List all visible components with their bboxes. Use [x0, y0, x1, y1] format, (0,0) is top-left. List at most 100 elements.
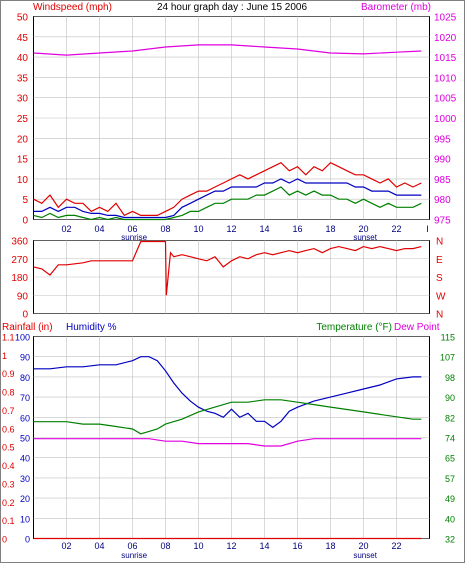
- humidity-x-tick-label: 20: [358, 541, 368, 551]
- wind-x-tick-label: 06: [127, 224, 137, 234]
- humidity-gridlines: [33, 336, 430, 539]
- direction-tick-label: 180: [11, 273, 28, 284]
- rainfall-tick-label: 0.1: [2, 516, 15, 526]
- wind-left-ticks: 0 5 10 15 20 25 30 35 40 45 50: [17, 13, 29, 227]
- rainfall-tick-label: 1.1: [2, 333, 15, 343]
- dewpoint-axis-title: Dew Point: [394, 322, 440, 333]
- rainfall-tick-label: 0.8: [2, 388, 15, 398]
- barometer-tick-label: 980: [434, 195, 451, 206]
- temperature-tick-label: 32: [445, 535, 455, 545]
- temperature-tick-label: 74: [445, 434, 455, 444]
- wind-tick-label: 30: [17, 94, 29, 105]
- humidity-tick-label: 100: [15, 333, 30, 343]
- humidity-tick-label: 10: [20, 514, 30, 524]
- wind-x-tick-label: 16: [292, 224, 302, 234]
- wind-x-tick-label: 22: [391, 224, 401, 234]
- humidity-x-tick-label: 12: [226, 541, 236, 551]
- humidity-x-ticks: 02 04 06 08 10 12 14 16 18 20 22 sunrise sunset: [61, 541, 401, 560]
- wind-x-tick-label: 20: [358, 224, 368, 234]
- temperature-tick-label: 115: [441, 333, 455, 343]
- humidity-temperature-series: [33, 356, 422, 540]
- wind-tick-label: 25: [17, 114, 29, 125]
- humidity-tick-label: 40: [20, 454, 30, 464]
- direction-line: [33, 240, 422, 296]
- wind-tick-label: 15: [17, 155, 29, 166]
- temperature-tick-label: 82: [445, 413, 455, 423]
- wind-x-tick-label: 18: [325, 224, 335, 234]
- wind-tick-label: 35: [17, 73, 29, 84]
- compass-tick-label: S: [436, 273, 443, 284]
- sunrise-label: sunrise: [121, 233, 147, 242]
- rainfall-tick-label: 1: [2, 351, 7, 361]
- humidity-tick-label: 80: [20, 373, 30, 383]
- temperature-axis-title: Temperature (°F): [316, 322, 392, 333]
- rainfall-tick-label: 0.5: [2, 443, 15, 453]
- wind-x-tick-label: 14: [259, 224, 269, 234]
- sunset-label: sunset: [353, 233, 377, 242]
- direction-tick-label: 270: [11, 255, 28, 266]
- wind-tick-label: 50: [17, 13, 29, 24]
- humidity-tick-label: 30: [20, 474, 30, 484]
- compass-tick-label: E: [436, 255, 443, 266]
- windspeed-axis-title: Windspeed (mph): [33, 2, 112, 13]
- barometer-tick-label: 1005: [434, 94, 457, 105]
- humidity-x-tick-label: 08: [160, 541, 170, 551]
- wind-x-end-label: I: [426, 224, 429, 234]
- humidity-tick-label: 20: [20, 494, 30, 504]
- rainfall-tick-label: 0.9: [2, 369, 15, 379]
- direction-series: [33, 240, 422, 296]
- humidity-x-tick-label: 04: [94, 541, 104, 551]
- barometer-tick-label: 975: [434, 216, 451, 227]
- barometer-tick-label: 1015: [434, 53, 457, 64]
- wind-x-tick-label: 08: [160, 224, 170, 234]
- humidity-x-tick-label: 14: [259, 541, 269, 551]
- temperature-tick-label: 98: [445, 373, 455, 383]
- rainfall-tick-label: 0.2: [2, 498, 15, 508]
- humidity-x-tick-label: 18: [325, 541, 335, 551]
- barometer-tick-label: 995: [434, 134, 451, 145]
- wind-tick-label: 20: [17, 134, 29, 145]
- temperature-tick-label: 65: [445, 454, 455, 464]
- barometer-tick-label: 1020: [434, 33, 457, 44]
- rainfall-tick-label: 0.7: [2, 406, 15, 416]
- compass-tick-label: N: [436, 237, 443, 248]
- humidity-x-tick-label: 06: [127, 541, 137, 551]
- barometer-tick-label: 990: [434, 155, 451, 166]
- humidity-tick-label: 60: [20, 413, 30, 423]
- wind-x-ticks: 02 04 06 08 10 12 14 16 18 20 22 sunrise sunset I: [61, 224, 428, 242]
- direction-gridlines: [33, 240, 430, 314]
- wind-tick-label: 0: [22, 216, 28, 227]
- rainfall-tick-label: 0.6: [2, 424, 15, 434]
- dewpoint-line: [33, 438, 422, 447]
- wind-x-tick-label: 10: [193, 224, 203, 234]
- direction-tick-label: 0: [22, 310, 28, 321]
- rainfall-tick-label: 0: [2, 535, 7, 545]
- humidity-axis-title: Humidity %: [66, 322, 117, 333]
- avg-line: [33, 178, 422, 219]
- direction-left-ticks: 0 90 180 270 360: [11, 237, 28, 321]
- compass-tick-label: N: [436, 310, 443, 321]
- wind-tick-label: 5: [22, 195, 28, 206]
- humidity-x-tick-label: 10: [193, 541, 203, 551]
- wind-x-tick-label: 02: [61, 224, 71, 234]
- barometer-right-ticks: 975 980 985 990 995 1000 1005 1010 1015 1020 1025: [434, 13, 457, 227]
- humidity-tick-label: 0: [25, 535, 30, 545]
- temperature-tick-label: 90: [445, 393, 455, 403]
- barometer-tick-label: 1010: [434, 73, 457, 84]
- rainfall-tick-label: 0.3: [2, 479, 15, 489]
- wind-tick-label: 40: [17, 53, 29, 64]
- temperature-tick-label: 40: [445, 514, 455, 524]
- humidity-line: [33, 356, 422, 429]
- green-line: [33, 186, 422, 221]
- rainfall-humidity-left-ticks: 0 10 20 30 40 50 60 70 80 90 100 0 0.1 0.2 0.3 0.4 0.5 0.…: [2, 333, 30, 545]
- temperature-tick-label: 57: [445, 474, 455, 484]
- wind-x-tick-label: 04: [94, 224, 104, 234]
- humidity-x-tick-label: 16: [292, 541, 302, 551]
- wind-tick-label: 10: [17, 175, 29, 186]
- humidity-tick-label: 50: [20, 434, 30, 444]
- barometer-tick-label: 1025: [434, 13, 457, 24]
- wind-tick-label: 45: [17, 33, 29, 44]
- temperature-tick-label: 49: [445, 494, 455, 504]
